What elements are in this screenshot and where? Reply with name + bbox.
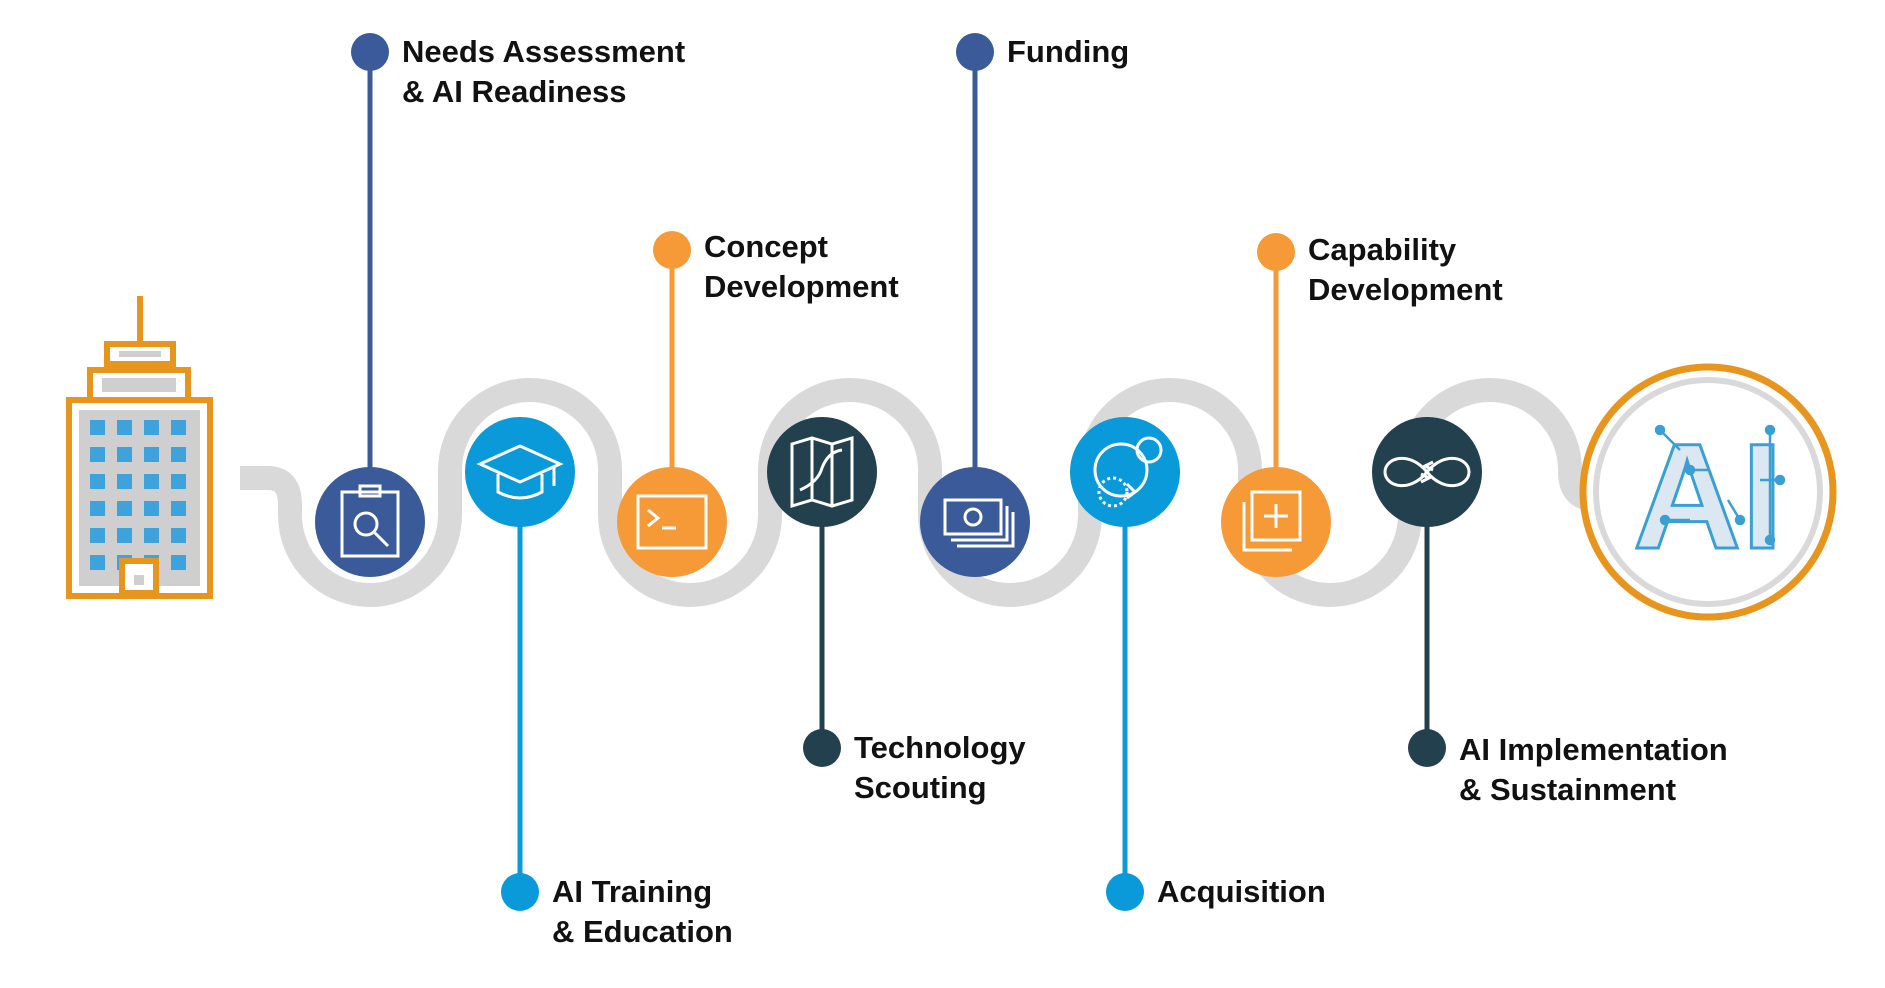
building-window bbox=[90, 474, 105, 489]
building-window bbox=[90, 447, 105, 462]
building-window bbox=[90, 555, 105, 570]
stage-scouting: Technology Scouting bbox=[767, 417, 1026, 805]
building-window bbox=[117, 501, 132, 516]
stage-pin-dot bbox=[803, 729, 841, 767]
stage-label: Acquisition bbox=[1157, 874, 1326, 909]
stage-pin-dot bbox=[653, 231, 691, 269]
building-window bbox=[171, 447, 186, 462]
stage-needs: Needs Assessment & AI Readiness bbox=[315, 33, 685, 577]
stage-label-line: & Sustainment bbox=[1459, 772, 1676, 807]
building-window bbox=[117, 420, 132, 435]
stage-pin-dot bbox=[1106, 873, 1144, 911]
building-window bbox=[171, 420, 186, 435]
money-stack-icon bbox=[943, 498, 1015, 548]
building-window bbox=[90, 528, 105, 543]
stage-label-line: Capability bbox=[1308, 232, 1457, 267]
building-window bbox=[144, 447, 159, 462]
stage-pin-dot bbox=[501, 873, 539, 911]
stage-pin-dot bbox=[956, 33, 994, 71]
building-window bbox=[144, 528, 159, 543]
office-building-icon bbox=[66, 296, 213, 599]
stage-label-line: Development bbox=[1308, 272, 1503, 307]
infinity-cycle-icon bbox=[1383, 456, 1471, 488]
stage-node bbox=[617, 467, 727, 577]
stage-funding: Funding bbox=[920, 33, 1129, 577]
stage-label-line: Funding bbox=[1007, 34, 1129, 69]
building-window bbox=[117, 474, 132, 489]
stage-label-line: Development bbox=[704, 269, 899, 304]
stage-label: AI Training & Education bbox=[552, 874, 733, 949]
building-window bbox=[144, 501, 159, 516]
stage-label-line: Concept bbox=[704, 229, 828, 264]
stage-acquisition: Acquisition bbox=[1070, 417, 1326, 911]
stage-node bbox=[315, 467, 425, 577]
building-window bbox=[90, 420, 105, 435]
building-window bbox=[171, 528, 186, 543]
stage-concept: Concept Development bbox=[617, 229, 899, 577]
stage-node bbox=[1070, 417, 1180, 527]
stage-pin-dot bbox=[1257, 233, 1295, 271]
building-window bbox=[117, 528, 132, 543]
building-window bbox=[90, 501, 105, 516]
building-window bbox=[171, 474, 186, 489]
stage-label: AI Implementation & Sustainment bbox=[1459, 732, 1728, 807]
stage-capability: Capability Development bbox=[1221, 232, 1503, 577]
stage-label-line: Technology bbox=[854, 730, 1026, 765]
stage-label-line: & Education bbox=[552, 914, 733, 949]
stage-node bbox=[920, 467, 1030, 577]
stage-label-line: Scouting bbox=[854, 770, 987, 805]
stage-label: Funding bbox=[1007, 34, 1129, 69]
stage-pin-dot bbox=[1408, 729, 1446, 767]
building-window bbox=[144, 474, 159, 489]
add-layer-icon bbox=[1242, 490, 1302, 552]
stage-label-line: AI Implementation bbox=[1459, 732, 1728, 767]
stage-label-line: Needs Assessment bbox=[402, 34, 685, 69]
building-window bbox=[117, 447, 132, 462]
stage-training: AI Training & Education bbox=[465, 417, 733, 949]
stage-label-line: & AI Readiness bbox=[402, 74, 627, 109]
building-window bbox=[171, 501, 186, 516]
stage-label: Concept Development bbox=[704, 229, 899, 304]
stage-label: Technology Scouting bbox=[854, 730, 1026, 805]
acquire-circles-icon bbox=[1093, 436, 1163, 508]
stage-label: Needs Assessment & AI Readiness bbox=[402, 34, 685, 109]
ai-badge-text: AI bbox=[1633, 412, 1783, 580]
stage-pin-dot bbox=[351, 33, 389, 71]
ai-circuit-icon: AI bbox=[1579, 363, 1837, 621]
stage-label-line: AI Training bbox=[552, 874, 712, 909]
stage-node bbox=[465, 417, 575, 527]
stage-label: Capability Development bbox=[1308, 232, 1503, 307]
building-window bbox=[144, 420, 159, 435]
terminal-icon bbox=[636, 494, 708, 550]
stage-implementation: AI Implementation & Sustainment bbox=[1372, 417, 1728, 807]
building-window bbox=[171, 555, 186, 570]
map-route-icon bbox=[790, 435, 854, 509]
stage-label-line: Acquisition bbox=[1157, 874, 1326, 909]
clipboard-search-icon bbox=[340, 484, 400, 558]
graduation-cap-icon bbox=[476, 444, 564, 500]
